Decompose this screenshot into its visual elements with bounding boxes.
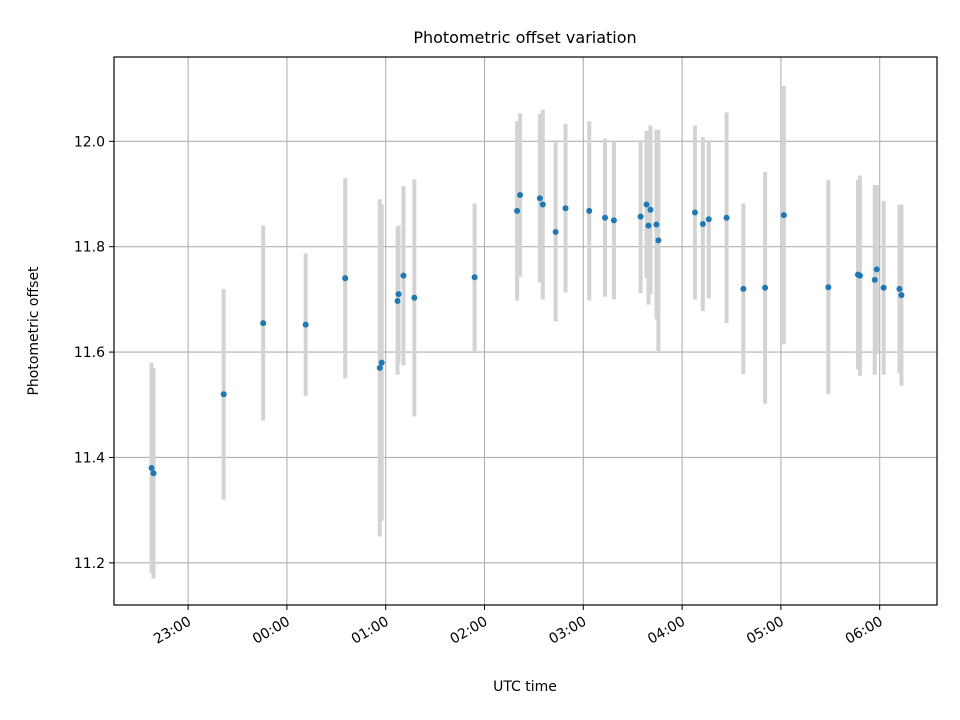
data-point bbox=[610, 217, 617, 224]
y-tick-label: 12.0 bbox=[74, 134, 105, 150]
data-point bbox=[302, 321, 309, 328]
data-point bbox=[562, 205, 569, 212]
data-point bbox=[552, 228, 559, 235]
data-point bbox=[342, 275, 349, 282]
data-point bbox=[150, 470, 157, 477]
data-point bbox=[536, 195, 543, 202]
data-point bbox=[411, 294, 418, 301]
data-point bbox=[376, 364, 383, 371]
data-point bbox=[871, 276, 878, 283]
data-point bbox=[539, 201, 546, 208]
data-point bbox=[514, 207, 521, 214]
plot-frame bbox=[113, 56, 938, 606]
data-point bbox=[220, 391, 227, 398]
data-point bbox=[645, 222, 652, 229]
y-axis-label: Photometric offset bbox=[26, 266, 42, 396]
data-point bbox=[705, 216, 712, 223]
data-point bbox=[395, 291, 402, 298]
data-point bbox=[873, 266, 880, 273]
data-point bbox=[856, 272, 863, 279]
data-point bbox=[780, 212, 787, 219]
data-point bbox=[586, 207, 593, 214]
data-point bbox=[517, 192, 524, 199]
x-axis-label: UTC time bbox=[493, 679, 557, 695]
data-point bbox=[647, 206, 654, 213]
y-axis-ticks: 11.2 11.4 11.6 11.8 12.0 bbox=[74, 134, 114, 572]
data-point bbox=[602, 214, 609, 221]
data-point bbox=[400, 272, 407, 279]
chart-title: Photometric offset variation bbox=[413, 28, 636, 47]
data-point bbox=[825, 284, 832, 291]
data-point bbox=[655, 237, 662, 244]
y-tick-label: 11.4 bbox=[74, 450, 105, 466]
data-point bbox=[643, 201, 650, 208]
data-point bbox=[471, 274, 478, 281]
data-point bbox=[378, 359, 385, 366]
data-point bbox=[880, 284, 887, 291]
y-tick-label: 11.2 bbox=[74, 556, 105, 572]
data-point bbox=[762, 284, 769, 291]
data-point bbox=[723, 214, 730, 221]
data-point bbox=[260, 320, 267, 327]
data-point bbox=[898, 292, 905, 299]
data-point bbox=[896, 285, 903, 292]
data-point bbox=[740, 285, 747, 292]
data-point bbox=[637, 213, 644, 220]
grid bbox=[114, 57, 937, 605]
data-point bbox=[699, 221, 706, 228]
data-points bbox=[148, 192, 905, 477]
data-point bbox=[691, 209, 698, 216]
data-point bbox=[148, 465, 155, 471]
y-tick-label: 11.6 bbox=[74, 345, 105, 361]
y-tick-label: 11.8 bbox=[74, 240, 105, 256]
data-point bbox=[394, 297, 401, 304]
data-point bbox=[653, 221, 660, 228]
